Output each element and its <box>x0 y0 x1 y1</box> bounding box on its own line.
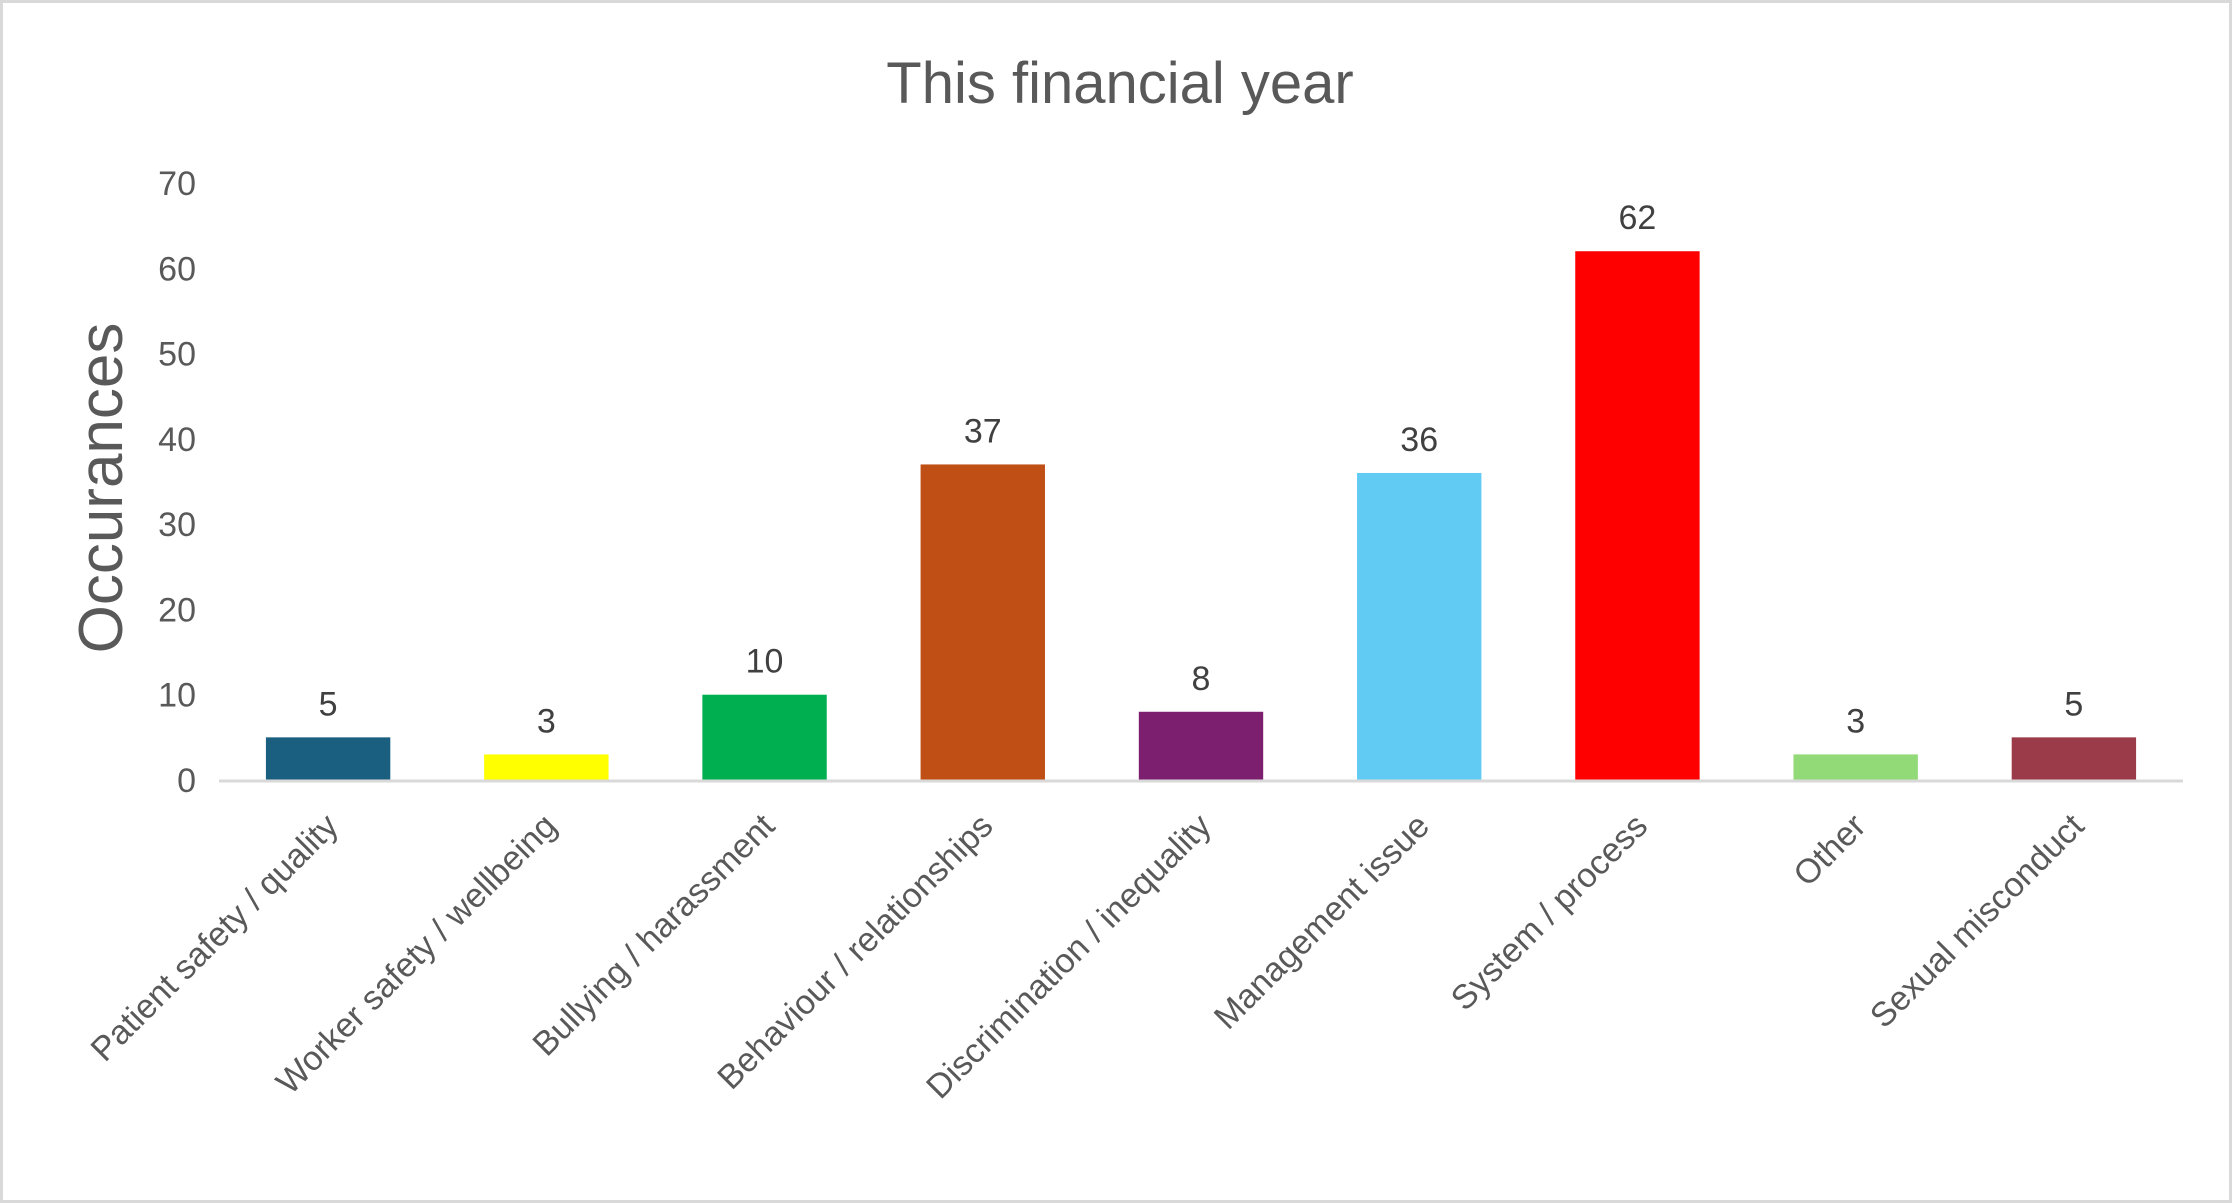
bar <box>2011 737 2137 780</box>
data-label: 5 <box>319 685 338 723</box>
data-label: 37 <box>964 412 1002 450</box>
bar <box>1357 472 1482 780</box>
chart-title: This financial year <box>886 51 1353 116</box>
y-tick-label: 30 <box>158 506 196 544</box>
bars-group <box>265 251 2137 780</box>
bar <box>1793 754 1918 780</box>
data-label: 36 <box>1400 421 1438 459</box>
bar-chart: This financial year Occurances 0 10 20 30 40… <box>67 51 2183 1106</box>
data-label: 8 <box>1192 660 1211 698</box>
y-axis-ticks: 0 10 20 30 40 50 60 70 <box>158 165 196 800</box>
data-label: 3 <box>1846 702 1865 740</box>
data-label: 10 <box>746 643 784 681</box>
x-tick-label: Sexual misconduct <box>1863 806 2092 1035</box>
x-tick-label: Management issue <box>1207 807 1437 1037</box>
data-labels-group: 5 3 10 37 8 36 62 3 5 <box>319 199 2084 740</box>
y-tick-label: 50 <box>158 336 196 374</box>
x-tick-label: Patient safety / quality <box>84 807 346 1069</box>
bar <box>702 694 827 780</box>
y-tick-label: 10 <box>158 677 196 715</box>
bar <box>1575 251 1700 780</box>
bar <box>1138 711 1264 780</box>
y-tick-label: 0 <box>177 762 196 800</box>
y-tick-label: 40 <box>158 421 196 459</box>
bar <box>265 737 391 780</box>
data-label: 62 <box>1619 199 1657 237</box>
bar <box>920 464 1045 780</box>
data-label: 3 <box>537 702 556 740</box>
y-axis-label: Occurances <box>67 323 136 654</box>
data-label: 5 <box>2064 685 2083 723</box>
x-tick-label: Bullying / harassment <box>525 806 782 1063</box>
y-tick-label: 20 <box>158 591 196 629</box>
bar <box>484 754 609 780</box>
x-tick-label: System / process <box>1444 807 1655 1018</box>
x-tick-label: Other <box>1786 807 1873 894</box>
y-tick-label: 60 <box>158 250 196 288</box>
y-tick-label: 70 <box>158 165 196 203</box>
